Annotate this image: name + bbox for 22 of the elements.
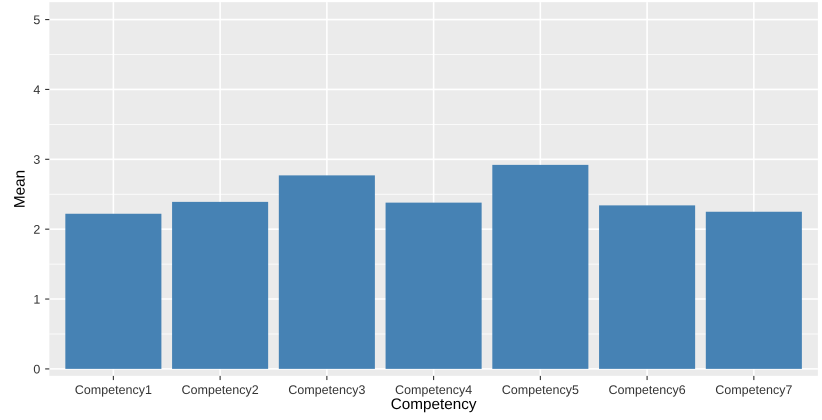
y-tick-label: 4 (34, 85, 40, 94)
y-axis-title: Mean (14, 170, 25, 207)
x-tick-label: Competency6 (609, 385, 686, 397)
y-tick-label: 0 (34, 364, 40, 374)
bar (172, 202, 268, 369)
bar (386, 202, 482, 369)
y-tick-label: 3 (34, 155, 40, 164)
x-tick-label: Competency5 (502, 385, 578, 397)
x-tick-label: Competency3 (288, 385, 365, 397)
y-tick-label: 1 (34, 294, 40, 304)
x-tick-label: Competency7 (716, 385, 792, 397)
bar (706, 212, 802, 369)
x-tick-label: Competency2 (182, 385, 258, 397)
x-axis-title: Competency (392, 398, 476, 412)
bar (278, 175, 375, 369)
bar (492, 164, 588, 369)
bar (65, 214, 162, 369)
y-tick-label: 2 (34, 224, 40, 234)
y-tick-label: 5 (34, 15, 40, 24)
x-tick-label: Competency4 (396, 385, 472, 397)
bar (599, 205, 696, 369)
x-tick-label: Competency1 (75, 385, 152, 397)
